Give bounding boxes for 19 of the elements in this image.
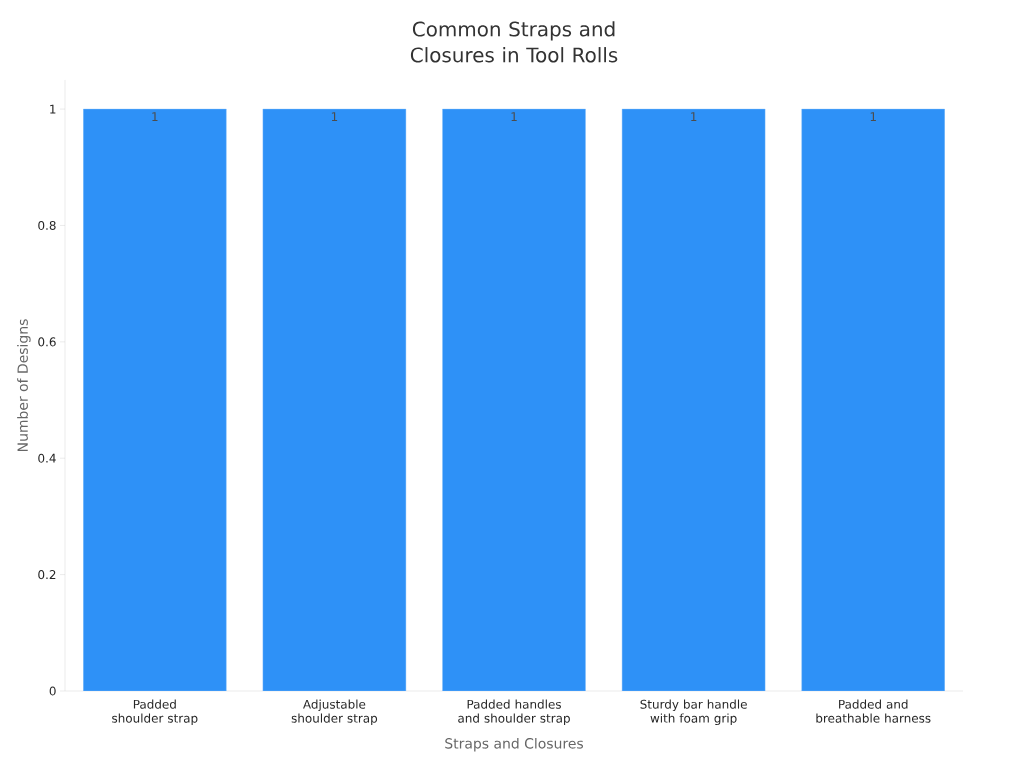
data-label: 1 [870, 112, 876, 121]
data-label: 1 [511, 112, 517, 121]
x-axis-title: Straps and Closures [445, 737, 584, 752]
chart-title: Common Straps and Closures in Tool Rolls [410, 21, 618, 63]
x-tick-label: Padded handles and shoulder strap [458, 699, 570, 726]
data-label: 1 [331, 112, 338, 121]
y-axis-title: Number of Designs [17, 319, 31, 451]
y-tick-label: 0.4 [38, 453, 56, 463]
y-tick-label: 0 [49, 686, 56, 696]
x-tick-label: Adjustable shoulder strap [291, 699, 378, 726]
y-tick-label: 0.2 [38, 570, 56, 580]
x-tick-label: Padded and breathable harness [816, 699, 931, 723]
y-tick-label: 0.6 [38, 337, 56, 347]
x-tick-label: Sturdy bar handle with foam grip [640, 699, 747, 726]
y-tick-label: 0.8 [38, 220, 56, 230]
x-tick-label: Padded shoulder strap [112, 699, 198, 726]
data-label: 1 [691, 112, 697, 121]
y-tick-label: 1 [50, 104, 56, 114]
data-label: 1 [152, 112, 158, 121]
